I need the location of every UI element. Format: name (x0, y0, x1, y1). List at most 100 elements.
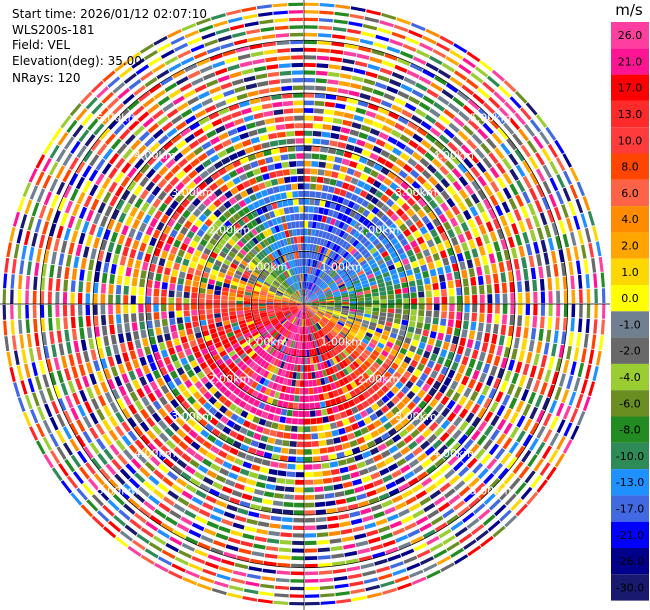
velocity-gate (571, 304, 576, 318)
velocity-gate (304, 281, 307, 289)
velocity-gate (409, 63, 423, 72)
velocity-gate (463, 286, 470, 296)
velocity-gate (318, 33, 332, 38)
velocity-gate (600, 319, 605, 335)
velocity-gate (454, 225, 463, 236)
velocity-gate (535, 184, 545, 198)
velocity-gate (478, 245, 486, 256)
velocity-gate (461, 375, 470, 386)
velocity-gate (359, 259, 368, 267)
velocity-gate (360, 236, 368, 245)
velocity-gate (304, 302, 312, 304)
velocity-gate (311, 299, 319, 302)
velocity-gate (522, 363, 530, 376)
velocity-gate (326, 267, 333, 275)
velocity-gate (395, 158, 406, 168)
velocity-gate (304, 299, 311, 304)
velocity-gate (432, 282, 439, 290)
velocity-gate (479, 304, 485, 313)
velocity-gate (312, 146, 320, 152)
velocity-gate (584, 227, 592, 243)
velocity-gate (329, 259, 335, 267)
velocity-gate (322, 255, 328, 263)
velocity-gate (500, 272, 507, 283)
velocity-gate (304, 296, 307, 304)
velocity-gate (524, 315, 530, 327)
colorbar-tick-label: -26.0 (616, 555, 644, 568)
velocity-gate (393, 228, 402, 237)
velocity-gate (393, 283, 401, 290)
velocity-gate (440, 366, 449, 376)
velocity-gate (449, 76, 463, 87)
velocity-gate (304, 175, 311, 182)
velocity-gate (374, 254, 383, 262)
velocity-gate (440, 232, 449, 242)
velocity-gate (464, 230, 473, 241)
velocity-gate (347, 287, 355, 292)
velocity-gate (436, 42, 451, 52)
velocity-gate (330, 251, 337, 259)
velocity-gate (313, 115, 324, 122)
velocity-gate (326, 193, 333, 201)
velocity-gate (324, 101, 336, 108)
velocity-gate (356, 294, 364, 299)
velocity-gate (407, 274, 415, 282)
velocity-gate (551, 371, 559, 385)
velocity-gate (434, 121, 446, 132)
velocity-gate (385, 218, 394, 227)
velocity-gate (457, 130, 469, 142)
velocity-gate (424, 114, 437, 125)
velocity-gate (470, 166, 481, 178)
velocity-gate (563, 170, 573, 185)
velocity-gate (318, 18, 333, 23)
velocity-gate (532, 279, 538, 292)
velocity-gate (307, 228, 312, 236)
velocity-gate (339, 134, 349, 142)
velocity-gate (319, 305, 327, 308)
velocity-gate (372, 300, 380, 304)
velocity-gate (326, 307, 334, 311)
velocity-gate (467, 378, 477, 389)
velocity-gate (304, 2, 319, 6)
velocity-gate (361, 227, 370, 236)
velocity-gate (414, 327, 422, 335)
velocity-gate (304, 297, 309, 304)
velocity-gate (345, 234, 353, 242)
colorbar-tick-label: 26.0 (618, 29, 643, 42)
velocity-gate (425, 290, 432, 298)
velocity-gate (402, 342, 410, 350)
velocity-gate (329, 56, 343, 63)
velocity-gate (308, 291, 314, 298)
velocity-gate (554, 206, 562, 221)
velocity-gate (385, 321, 393, 328)
velocity-gate (556, 290, 561, 304)
velocity-gate (318, 297, 326, 300)
velocity-gate (355, 107, 367, 115)
velocity-gate (494, 147, 505, 160)
velocity-gate (479, 294, 485, 304)
velocity-gate (408, 29, 423, 39)
velocity-gate (420, 264, 428, 272)
velocity-gate (334, 302, 342, 304)
velocity-gate (318, 308, 326, 311)
velocity-gate (437, 332, 444, 341)
velocity-gate (447, 319, 454, 328)
velocity-gate (466, 339, 474, 349)
velocity-gate (310, 296, 318, 301)
velocity-gate (591, 334, 597, 350)
velocity-gate (311, 304, 319, 307)
velocity-gate (541, 148, 552, 162)
velocity-gate (332, 290, 340, 295)
velocity-gate (452, 96, 465, 108)
velocity-gate (316, 222, 321, 230)
velocity-gate (313, 260, 318, 268)
velocity-gate (407, 326, 415, 333)
velocity-gate (335, 149, 345, 157)
velocity-gate (464, 295, 470, 304)
velocity-gate (314, 277, 319, 285)
velocity-gate (474, 257, 481, 267)
velocity-gate (334, 308, 342, 312)
velocity-gate (324, 109, 334, 115)
velocity-gate (568, 201, 576, 216)
velocity-gate (319, 301, 327, 304)
